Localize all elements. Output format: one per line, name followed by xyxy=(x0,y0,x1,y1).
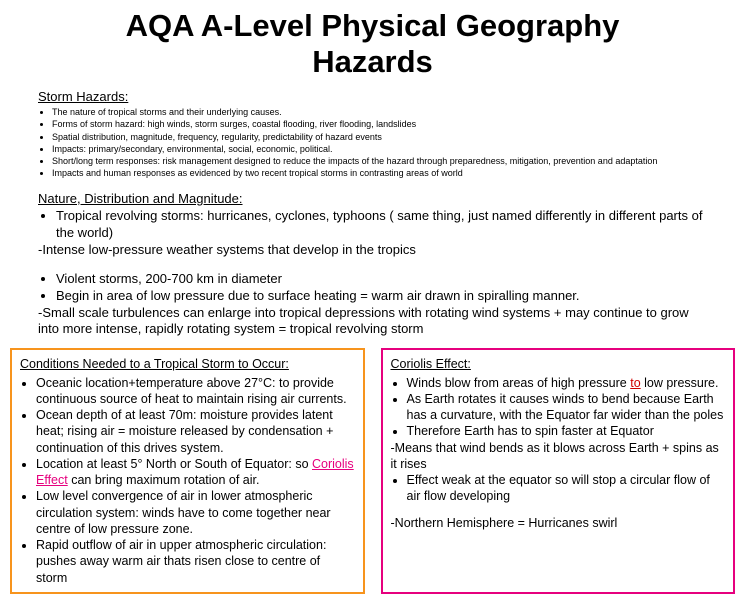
coriolis-list-1: Winds blow from areas of high pressure t… xyxy=(391,375,726,440)
storm-item: The nature of tropical storms and their … xyxy=(52,106,707,118)
title-line-1: AQA A-Level Physical Geography xyxy=(126,8,620,43)
storm-list: The nature of tropical storms and their … xyxy=(38,106,707,179)
nature-line: -Intense low-pressure weather systems th… xyxy=(38,242,707,259)
coriolis-line: -Means that wind bends as it blows acros… xyxy=(391,440,726,473)
storm-item: Impacts and human responses as evidenced… xyxy=(52,167,707,179)
conditions-heading: Conditions Needed to a Tropical Storm to… xyxy=(20,356,355,372)
coriolis-box: Coriolis Effect: Winds blow from areas o… xyxy=(381,348,736,594)
coriolis-item: Effect weak at the equator so will stop … xyxy=(407,472,726,505)
nature-line: -Small scale turbulences can enlarge int… xyxy=(38,305,707,339)
nature-heading: Nature, Distribution and Magnitude: xyxy=(38,191,707,206)
text: Location at least 5° North or South of E… xyxy=(36,457,312,471)
text: low pressure. xyxy=(641,376,719,390)
storm-item: Spatial distribution, magnitude, frequen… xyxy=(52,131,707,143)
nature-list-1: Tropical revolving storms: hurricanes, c… xyxy=(38,208,707,242)
two-column-boxes: Conditions Needed to a Tropical Storm to… xyxy=(0,348,745,594)
storm-item: Forms of storm hazard: high winds, storm… xyxy=(52,118,707,130)
nature-bullet: Violent storms, 200-700 km in diameter xyxy=(56,271,707,288)
main-content: Storm Hazards: The nature of tropical st… xyxy=(0,89,745,338)
coriolis-item: Winds blow from areas of high pressure t… xyxy=(407,375,726,391)
conditions-item: Oceanic location+temperature above 27°C:… xyxy=(36,375,355,408)
conditions-item: Low level convergence of air in lower at… xyxy=(36,488,355,537)
coriolis-heading: Coriolis Effect: xyxy=(391,356,726,372)
conditions-item: Ocean depth of at least 70m: moisture pr… xyxy=(36,407,355,456)
conditions-list: Oceanic location+temperature above 27°C:… xyxy=(20,375,355,586)
nature-bullet: Begin in area of low pressure due to sur… xyxy=(56,288,707,305)
conditions-box: Conditions Needed to a Tropical Storm to… xyxy=(10,348,365,594)
text: can bring maximum rotation of air. xyxy=(68,473,260,487)
storm-item: Short/long term responses: risk manageme… xyxy=(52,155,707,167)
text: Winds blow from areas of high pressure xyxy=(407,376,631,390)
page-title: AQA A-Level Physical Geography Hazards xyxy=(0,8,745,79)
nature-list-2: Violent storms, 200-700 km in diameter B… xyxy=(38,271,707,305)
to-highlight: to xyxy=(630,376,640,390)
coriolis-item: Therefore Earth has to spin faster at Eq… xyxy=(407,423,726,439)
coriolis-list-2: Effect weak at the equator so will stop … xyxy=(391,472,726,505)
coriolis-item: As Earth rotates it causes winds to bend… xyxy=(407,391,726,424)
title-line-2: Hazards xyxy=(312,44,433,79)
conditions-item: Location at least 5° North or South of E… xyxy=(36,456,355,489)
coriolis-line: -Northern Hemisphere = Hurricanes swirl xyxy=(391,515,726,531)
storm-heading: Storm Hazards: xyxy=(38,89,707,104)
nature-bullet: Tropical revolving storms: hurricanes, c… xyxy=(56,208,707,242)
storm-item: Impacts: primary/secondary, environmenta… xyxy=(52,143,707,155)
conditions-item: Rapid outflow of air in upper atmospheri… xyxy=(36,537,355,586)
